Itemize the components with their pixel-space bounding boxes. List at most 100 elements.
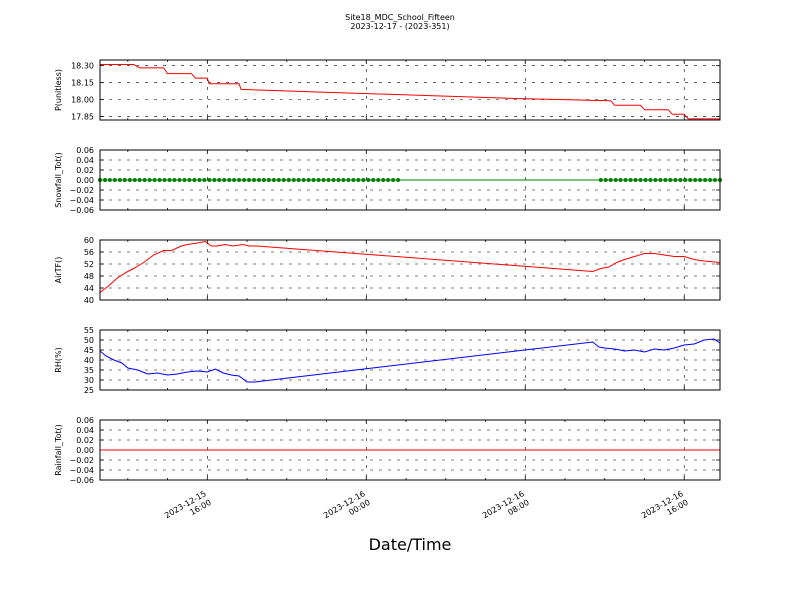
- data-point: [391, 178, 396, 182]
- data-point: [618, 178, 623, 182]
- data-point: [177, 178, 182, 182]
- data-point: [172, 178, 177, 182]
- data-point: [296, 178, 301, 182]
- y-axis-label: Snowfall_Tot(): [54, 152, 63, 208]
- data-point: [678, 178, 683, 182]
- data-point: [152, 178, 157, 182]
- y-tick-label: 18.00: [71, 96, 94, 105]
- y-tick-label: −0.04: [69, 196, 94, 205]
- data-point: [197, 178, 202, 182]
- y-tick-label: 56: [84, 248, 94, 257]
- data-point: [708, 178, 713, 182]
- y-tick-label: 0.02: [76, 436, 94, 445]
- data-point: [207, 178, 212, 182]
- data-point: [321, 178, 326, 182]
- data-point: [346, 178, 351, 182]
- data-point: [192, 178, 197, 182]
- y-tick-label: 0.02: [76, 166, 94, 175]
- subplot-3: 60 56 52 48 44 40 AirTF(): [54, 236, 721, 305]
- data-point: [271, 178, 276, 182]
- series-line: [99, 240, 721, 293]
- axes-frame: [99, 149, 721, 211]
- data-point: [603, 178, 608, 182]
- data-point: [301, 178, 306, 182]
- data-point: [356, 178, 361, 182]
- data-point: [182, 178, 187, 182]
- data-point: [202, 178, 207, 182]
- data-point: [237, 178, 242, 182]
- data-point: [142, 178, 147, 182]
- y-tick-label: 30: [84, 376, 94, 385]
- y-tick-label: 35: [84, 366, 94, 375]
- data-point: [366, 178, 371, 182]
- data-point: [376, 178, 381, 182]
- data-point: [658, 178, 663, 182]
- data-point: [633, 178, 638, 182]
- y-tick-label: 45: [84, 346, 94, 355]
- y-tick-label: 18.30: [71, 62, 94, 71]
- x-axis-label: Date/Time: [369, 535, 452, 554]
- y-tick-label: 18.15: [71, 79, 94, 88]
- data-point: [648, 178, 653, 182]
- y-axis-label: RH(%): [54, 347, 63, 372]
- data-point: [628, 178, 633, 182]
- data-point: [291, 178, 296, 182]
- y-tick-label: −0.02: [69, 186, 94, 195]
- data-point: [623, 178, 628, 182]
- data-point: [212, 178, 217, 182]
- data-point: [351, 178, 356, 182]
- data-point: [132, 178, 137, 182]
- y-axis-label: Rainfall_Tot(): [54, 424, 63, 476]
- chart-title: Site18_MDC_School_Fifteen: [345, 13, 455, 22]
- y-axis-label: AirTF(): [54, 257, 63, 284]
- y-tick-label: 52: [84, 260, 94, 269]
- data-point: [336, 178, 341, 182]
- subplot-1: 18.30 18.15 18.00 17.85 P(unitless): [54, 59, 721, 122]
- data-point: [331, 178, 336, 182]
- y-tick-label: −0.06: [69, 206, 94, 215]
- subplot-5: 0.060.040.020.00−0.02−0.04−0.06 Rainfall_…: [54, 416, 721, 485]
- axes-frame: [99, 59, 721, 121]
- data-point: [643, 178, 648, 182]
- data-point: [162, 178, 167, 182]
- data-point: [112, 178, 117, 182]
- data-point: [316, 178, 321, 182]
- y-tick-label: 0.06: [76, 146, 94, 155]
- data-point: [698, 178, 703, 182]
- data-point: [663, 178, 668, 182]
- data-point: [598, 178, 603, 182]
- data-point: [167, 178, 172, 182]
- data-point: [341, 178, 346, 182]
- data-point: [608, 178, 613, 182]
- data-point: [232, 178, 237, 182]
- data-point: [361, 178, 366, 182]
- data-point: [326, 178, 331, 182]
- data-point: [103, 178, 107, 182]
- y-tick-label: −0.06: [69, 476, 94, 485]
- series-line: [100, 64, 720, 120]
- data-point: [713, 178, 717, 182]
- y-tick-label: 0.00: [76, 176, 94, 185]
- axes-frame: [99, 329, 721, 391]
- data-point: [386, 178, 391, 182]
- data-point: [257, 178, 261, 182]
- data-point: [668, 178, 673, 182]
- data-point: [147, 178, 152, 182]
- data-point: [157, 178, 162, 182]
- data-point: [381, 178, 386, 182]
- y-axis-label: P(unitless): [54, 69, 63, 111]
- y-tick-label: 44: [84, 284, 94, 293]
- data-point: [286, 178, 291, 182]
- data-point: [242, 178, 247, 182]
- data-point: [117, 178, 122, 182]
- data-point: [703, 178, 708, 182]
- data-point: [266, 178, 271, 182]
- y-tick-label: 55: [84, 326, 94, 335]
- data-point: [247, 178, 251, 182]
- data-point: [653, 178, 658, 182]
- y-tick-label: 0.00: [76, 446, 94, 455]
